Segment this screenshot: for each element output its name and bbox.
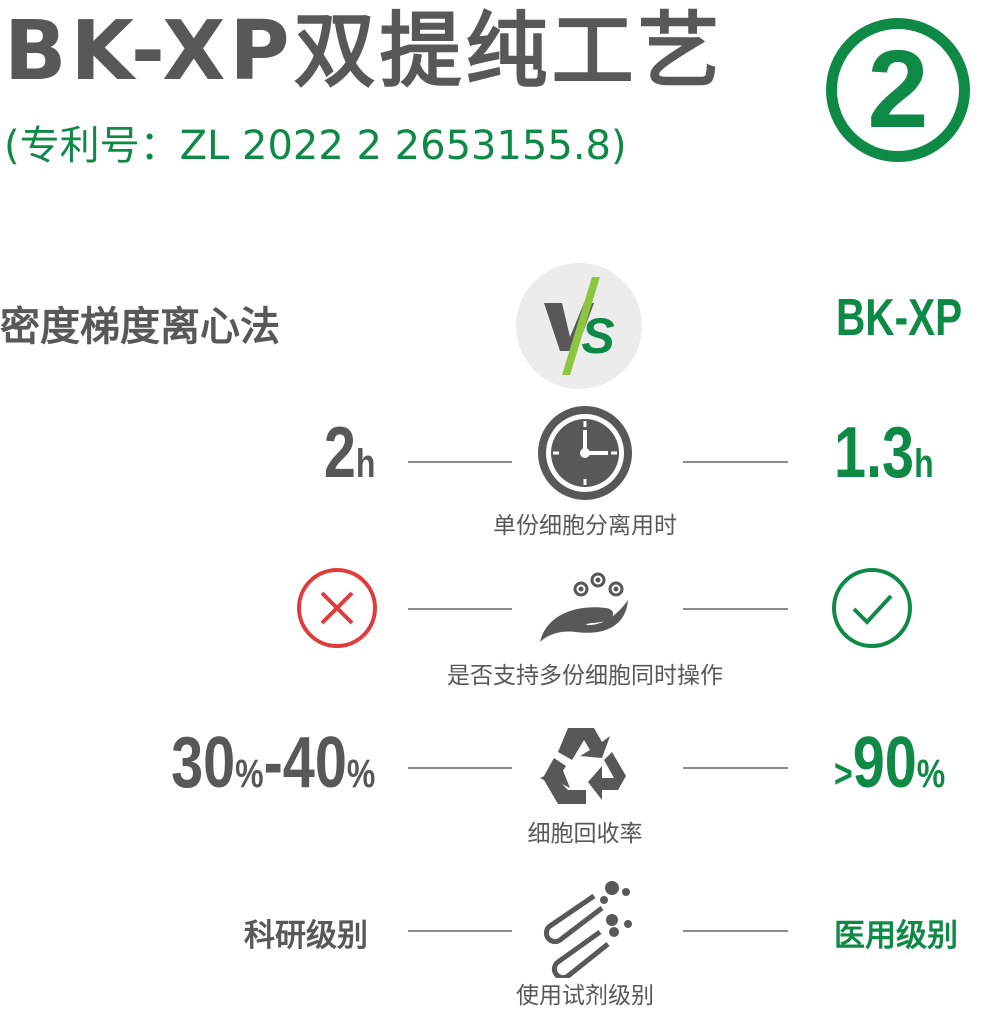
left-time-value: 2h <box>323 413 375 493</box>
divider-line <box>683 608 788 610</box>
row-label: 是否支持多份细胞同时操作 <box>447 663 723 689</box>
right-reagent-grade: 医用级别 <box>834 918 958 954</box>
right-recovery-value: >90% <box>834 723 946 803</box>
divider-line <box>683 930 788 932</box>
svg-text:S: S <box>581 308 614 364</box>
left-recovery-value: 30%-40% <box>170 723 375 803</box>
divider-line <box>408 930 512 932</box>
right-time-value: 1.3h <box>834 413 934 493</box>
right-method-heading: BK-XP <box>836 289 963 347</box>
divider-line <box>408 608 512 610</box>
clock-icon <box>538 406 632 500</box>
row-label: 细胞回收率 <box>527 821 643 847</box>
cross-circle-icon <box>297 568 377 648</box>
patent-number: (专利号：ZL 2022 2 2653155.8) <box>4 123 627 169</box>
left-method-heading: 密度梯度离心法 <box>0 304 280 350</box>
test-tubes-icon <box>543 881 632 978</box>
divider-line <box>683 767 788 769</box>
page-title: BK-XP双提纯工艺 <box>4 4 724 99</box>
hand-cells-icon <box>540 572 628 642</box>
left-reagent-grade: 科研级别 <box>244 918 368 954</box>
vs-icon: S <box>516 263 642 389</box>
divider-line <box>408 461 512 463</box>
step-badge: 2 <box>826 18 970 162</box>
recycle-icon <box>540 728 626 804</box>
row-label: 单份细胞分离用时 <box>493 513 677 539</box>
check-circle-icon <box>832 568 912 648</box>
divider-line <box>683 461 788 463</box>
divider-line <box>408 767 512 769</box>
row-label: 使用试剂级别 <box>516 983 654 1009</box>
